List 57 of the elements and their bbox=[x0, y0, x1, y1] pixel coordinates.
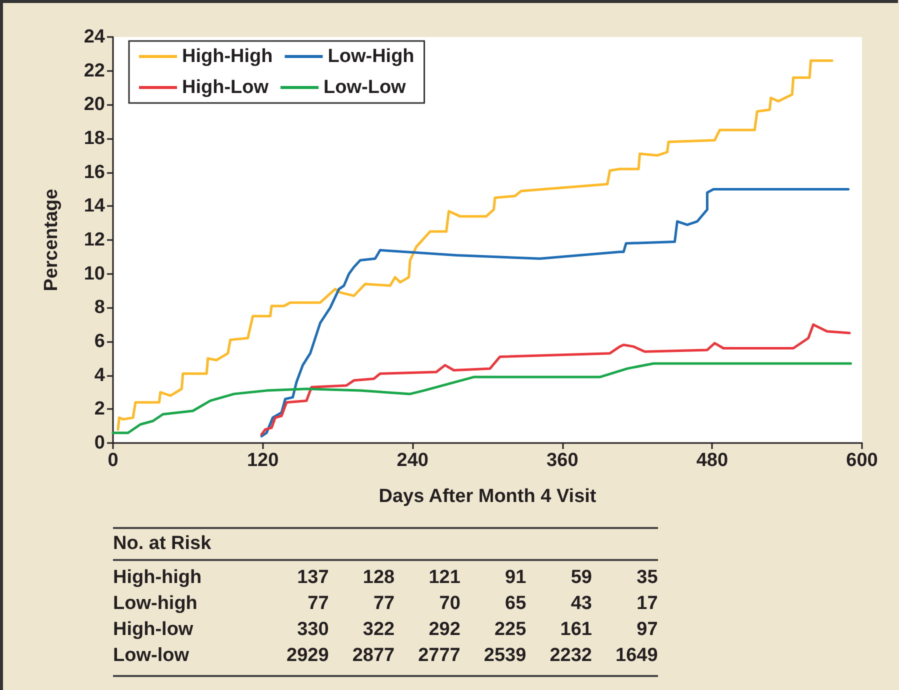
x-tick-label: 480 bbox=[696, 450, 728, 471]
y-tick-label: 6 bbox=[94, 331, 105, 352]
text: 137 bbox=[296, 566, 329, 590]
text: 17 bbox=[636, 592, 658, 616]
text: 43 bbox=[570, 592, 592, 616]
y-tick-label: 24 bbox=[84, 26, 106, 48]
legend-label: Low-High bbox=[328, 46, 414, 67]
x-axis-title: Days After Month 4 Visit bbox=[378, 486, 597, 507]
line-series bbox=[260, 188, 850, 438]
x-tick-label: 360 bbox=[546, 450, 578, 471]
legend-label: High-High bbox=[182, 46, 273, 67]
text: 70 bbox=[438, 592, 460, 616]
text: 97 bbox=[636, 618, 658, 642]
text: 2777 bbox=[417, 644, 460, 668]
text: No. at Risk bbox=[113, 527, 658, 561]
y-tick-label: 4 bbox=[94, 364, 106, 386]
legend-label: Low-Low bbox=[324, 77, 406, 98]
text: 322 bbox=[362, 618, 395, 642]
line-series bbox=[260, 323, 851, 436]
y-tick-label: 10 bbox=[84, 263, 105, 284]
text: 2539 bbox=[482, 644, 526, 668]
x-tick-label: 600 bbox=[846, 450, 878, 471]
text: 77 bbox=[372, 592, 395, 616]
text: 35 bbox=[636, 566, 658, 590]
y-tick-label: 14 bbox=[84, 196, 106, 217]
y-tick-label: 0 bbox=[94, 432, 105, 454]
text: 65 bbox=[504, 592, 526, 616]
text: 91 bbox=[504, 566, 526, 590]
text: Low-low bbox=[113, 644, 190, 668]
text: 77 bbox=[306, 592, 329, 616]
y-tick-label: 16 bbox=[84, 162, 105, 183]
x-tick-label: 120 bbox=[246, 450, 279, 471]
text: 59 bbox=[570, 566, 592, 590]
text: 121 bbox=[428, 566, 460, 590]
text: 225 bbox=[493, 618, 526, 642]
legend-label: High-Low bbox=[182, 77, 269, 98]
text: 330 bbox=[296, 618, 329, 642]
text: High-low bbox=[113, 618, 194, 642]
text: 2232 bbox=[548, 644, 592, 668]
y-tick-label: 22 bbox=[84, 60, 105, 82]
y-axis-title: Percentage bbox=[41, 188, 62, 292]
y-tick-label: 20 bbox=[84, 94, 105, 116]
line-series bbox=[112, 362, 852, 434]
y-tick-label: 2 bbox=[94, 398, 105, 420]
text: High-high bbox=[113, 566, 203, 590]
text: 1649 bbox=[614, 644, 658, 668]
y-tick-label: 8 bbox=[94, 297, 105, 318]
text: 292 bbox=[428, 618, 460, 642]
x-tick-label: 0 bbox=[108, 450, 118, 471]
x-tick-label: 240 bbox=[396, 450, 428, 471]
y-tick-label: 12 bbox=[84, 230, 105, 250]
text: 161 bbox=[559, 618, 592, 642]
text: 2877 bbox=[351, 644, 395, 668]
text: 2929 bbox=[286, 644, 329, 668]
text: 128 bbox=[362, 566, 395, 590]
text: Low-high bbox=[113, 592, 198, 616]
y-tick-label: 18 bbox=[84, 128, 105, 149]
